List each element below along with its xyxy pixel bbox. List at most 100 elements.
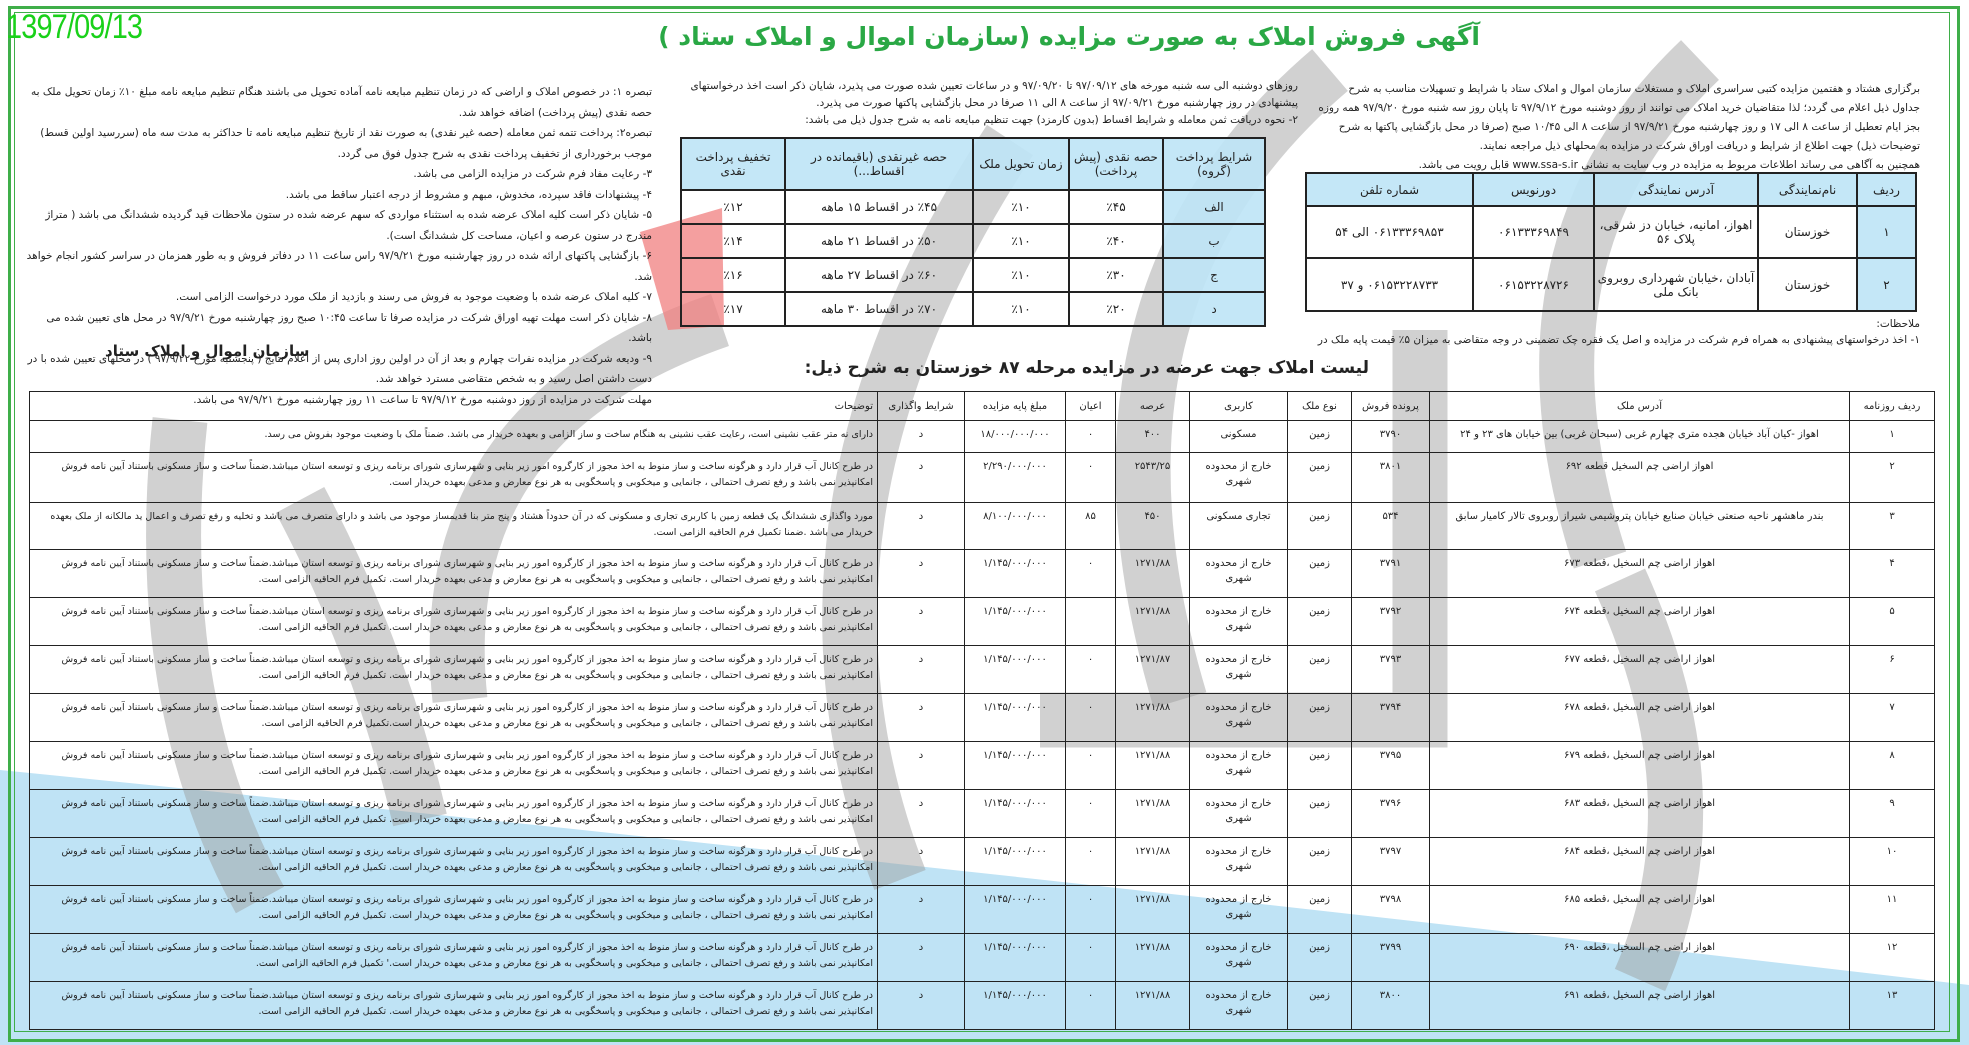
land-area-cell: ۱۲۷۱/۸۸ (1115, 549, 1190, 598)
intro-paragraph: برگزاری هشتاد و هفتمین مزایده کتبی سراسر… (1318, 80, 1920, 175)
table-row: ۷ اهواز اراضی چم السخیل ،قطعه ۶۷۸ ۳۷۹۴ زمین… (29, 693, 1935, 742)
file-number-cell: ۳۷۹۵ (1351, 741, 1430, 790)
note-item: ۸- شایان ذکر است مهلت تهیه اوراق شرکت در… (46, 311, 652, 345)
row-number-cell: ۲ (1849, 452, 1935, 503)
note-item: ۷- کلیه املاک عرضه شده با وضعیت موجود به… (175, 291, 652, 303)
payment-row: ج ٪۳۰ ٪۱۰ ٪۶۰ در اقساط ۲۷ ماهه ٪۱۶ (680, 257, 1266, 293)
transfer-terms-cell: د (877, 549, 965, 598)
rep-cell: اهواز، امانیه، خیابان دز شرقی، پلاک ۵۶ (1593, 205, 1759, 259)
rep-header: نام‌نمایندگی (1757, 172, 1858, 207)
column-header: مبلغ پایه مزایده (964, 391, 1066, 421)
payment-cell: ٪۱۷ (680, 291, 786, 327)
payment-cell: ب (1162, 223, 1266, 259)
property-type-cell: زمین (1287, 789, 1352, 838)
usage-cell: خارج از محدوده شهری (1189, 645, 1288, 694)
row-number-cell: ۵ (1849, 597, 1935, 646)
note-item: تبصره۲: پرداخت تتمه ثمن معامله (حصه غیر … (40, 127, 652, 160)
payment-cell: ٪۱۲ (680, 189, 786, 225)
address-cell: اهواز اراضی چم السخیل ،قطعه ۶۸۴ (1429, 837, 1850, 886)
rep-cell: خوزستان (1757, 205, 1858, 259)
base-price-cell: ۱/۱۴۵/۰۰۰/۰۰۰ (964, 741, 1066, 790)
table-row: ۱۳ اهواز اراضی چم السخیل ،قطعه ۶۹۱ ۳۸۰۰ زمی… (29, 981, 1935, 1030)
address-cell: اهواز اراضی چم السخیل ،قطعه ۶۹۰ (1429, 933, 1850, 982)
payment-row: د ٪۲۰ ٪۱۰ ٪۷۰ در اقساط ۳۰ ماهه ٪۱۷ (680, 291, 1266, 327)
base-price-cell: ۱/۱۴۵/۰۰۰/۰۰۰ (964, 981, 1066, 1030)
file-number-cell: ۳۷۹۱ (1351, 549, 1430, 598)
note-item: ۶- بازگشایی پاکتهای ارائه شده در روز چها… (26, 250, 652, 283)
description-cell: دارای نه متر عقب نشینی است، رعایت عقب نش… (29, 420, 878, 453)
payment-header: تخفیف پرداخت نقدی (680, 137, 786, 191)
address-cell: اهواز -کیان آباد خیابان هجده متری چهارم … (1429, 420, 1850, 453)
land-area-cell: ۱۲۷۱/۸۸ (1115, 693, 1190, 742)
building-area-cell: ۰ (1065, 981, 1116, 1030)
column-header: اعیان (1065, 391, 1116, 421)
file-number-cell: ۳۷۹۸ (1351, 885, 1430, 934)
file-number-cell: ۳۷۹۷ (1351, 837, 1430, 886)
payment-cell: ٪۱۴ (680, 223, 786, 259)
rep-cell: ۰۶۱۳۳۳۶۹۸۵۳ الی ۵۴ (1305, 205, 1474, 259)
note-item: ۴- پیشنهادات فاقد سپرده، مخدوش، مبهم و م… (285, 188, 652, 201)
row-number-cell: ۷ (1849, 693, 1935, 742)
payment-cell: ٪۴۵ در اقساط ۱۵ ماهه (784, 189, 974, 225)
property-type-cell: زمین (1287, 933, 1352, 982)
description-cell: در طرح کانال آب قرار دارد و هرگونه ساخت … (29, 549, 878, 598)
land-area-cell: ۱۲۷۱/۸۸ (1115, 741, 1190, 790)
description-cell: در طرح کانال آب قرار دارد و هرگونه ساخت … (29, 452, 878, 503)
transfer-terms-cell: د (877, 789, 965, 838)
file-number-cell: ۳۷۹۹ (1351, 933, 1430, 982)
rep-cell: ۱ (1856, 205, 1917, 259)
payment-cell: ج (1162, 257, 1266, 293)
building-area-cell: ۰ (1065, 837, 1116, 886)
note-item: ۹- ودیعه شرکت در مزایده نفرات چهارم و بع… (27, 352, 652, 386)
file-number-cell: ۳۸۰۰ (1351, 981, 1430, 1030)
address-cell: اهواز اراضی چم السخیل ،قطعه ۶۸۳ (1429, 789, 1850, 838)
usage-cell: خارج از محدوده شهری (1189, 549, 1288, 598)
rep-cell: آبادان ،خیابان شهرداری روبروی بانک ملی (1593, 257, 1759, 312)
base-price-cell: ۸/۱۰۰/۰۰۰/۰۰۰ (964, 502, 1066, 550)
rep-row: ۲ خوزستان آبادان ،خیابان شهرداری روبروی … (1305, 257, 1917, 312)
ad-title: آگهی فروش املاک به صورت مزایده (سازمان ا… (658, 22, 1480, 51)
description-cell: در طرح کانال آب قرار دارد و هرگونه ساخت … (29, 981, 878, 1030)
address-cell: اهواز اراضی چم السخیل ،قطعه ۶۷۸ (1429, 693, 1850, 742)
note-item: تبصره ۱: در خصوص املاک و اراضی که در زما… (31, 86, 652, 119)
notes-item-1: ۱- اخذ درخواستهای پیشنهادی به همراه فرم … (1317, 334, 1920, 346)
properties-table: ردیف روزنامه آدرس ملک پرونده فروش نوع ملک کا… (29, 391, 1935, 1030)
payment-cell: ٪۱۰ (972, 257, 1070, 293)
address-cell: اهواز اراضی چم السخیل ،قطعه ۶۷۷ (1429, 645, 1850, 694)
rep-cell: ۰۶۱۵۳۲۲۸۷۲۶ (1472, 257, 1595, 312)
property-type-cell: زمین (1287, 597, 1352, 646)
usage-cell: خارج از محدوده شهری (1189, 885, 1288, 934)
base-price-cell: ۱/۱۴۵/۰۰۰/۰۰۰ (964, 933, 1066, 982)
property-type-cell: زمین (1287, 885, 1352, 934)
table-row: ۲ اهواز اراضی چم السخیل قطعه ۶۹۲ ۳۸۰۱ زمین خ… (29, 452, 1935, 503)
address-cell: اهواز اراضی چم السخیل قطعه ۶۹۲ (1429, 452, 1850, 503)
address-cell: اهواز اراضی چم السخیل ،قطعه ۶۷۳ (1429, 549, 1850, 598)
payment-cell: ٪۶۰ در اقساط ۲۷ ماهه (784, 257, 974, 293)
date-stamp: 1397/09/13 (6, 8, 143, 46)
row-number-cell: ۱۳ (1849, 981, 1935, 1030)
rep-header: دورنویس (1472, 172, 1595, 207)
payment-cell: ٪۷۰ در اقساط ۳۰ ماهه (784, 291, 974, 327)
payment-cell: ٪۴۵ (1068, 189, 1164, 225)
land-area-cell: ۱۲۷۱/۸۸ (1115, 981, 1190, 1030)
transfer-terms-cell: د (877, 597, 965, 646)
property-type-cell: زمین (1287, 645, 1352, 694)
property-type-cell: زمین (1287, 693, 1352, 742)
column-header: آدرس ملک (1429, 391, 1850, 421)
base-price-cell: ۱/۱۴۵/۰۰۰/۰۰۰ (964, 885, 1066, 934)
payment-row: الف ٪۴۵ ٪۱۰ ٪۴۵ در اقساط ۱۵ ماهه ٪۱۲ (680, 189, 1266, 225)
table-row: ۱ اهواز -کیان آباد خیابان هجده متری چهارم… (29, 420, 1935, 453)
building-area-cell: ۰ (1065, 741, 1116, 790)
row-number-cell: ۱۲ (1849, 933, 1935, 982)
column-header: توضیحات (29, 391, 878, 421)
description-cell: در طرح کانال آب قرار دارد و هرگونه ساخت … (29, 837, 878, 886)
building-area-cell: ۰ (1065, 645, 1116, 694)
usage-cell: خارج از محدوده شهری (1189, 741, 1288, 790)
building-area-cell: ۰ (1065, 789, 1116, 838)
payment-terms-table: شرایط پرداخت (گروه) حصه نقدی (پیش پرداخت… (680, 137, 1266, 327)
land-area-cell: ۲۵۴۳/۲۵ (1115, 452, 1190, 503)
outer-frame (8, 6, 1960, 1042)
building-area-cell: ۰ (1065, 885, 1116, 934)
payment-cell: د (1162, 291, 1266, 327)
row-number-cell: ۸ (1849, 741, 1935, 790)
